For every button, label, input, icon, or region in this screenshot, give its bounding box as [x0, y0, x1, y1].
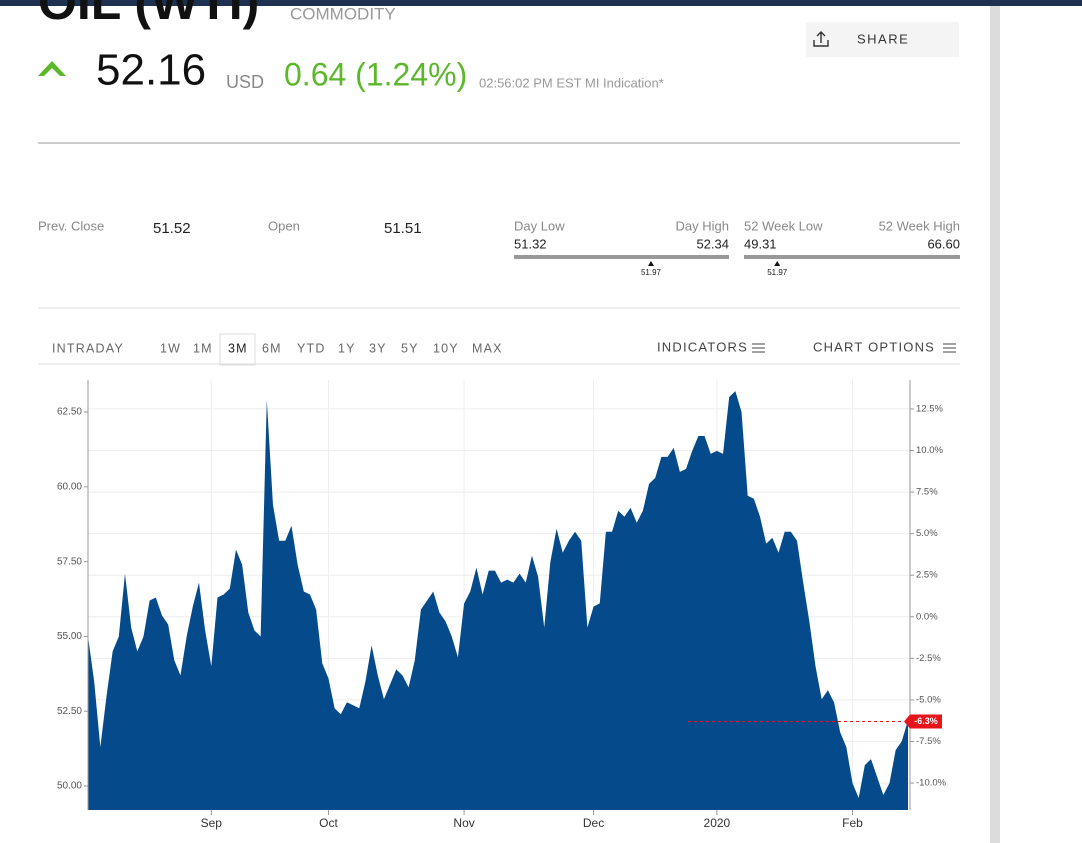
stat-label: Open: [268, 218, 300, 233]
area: [88, 391, 908, 810]
up-arrow: [38, 61, 66, 76]
share-label[interactable]: SHARE: [857, 31, 909, 46]
range-tab[interactable]: 1W: [160, 341, 181, 355]
range-label: Day High: [676, 218, 729, 233]
y-tick-label: 60.00: [57, 481, 82, 492]
subtitle: COMMODITY: [290, 4, 396, 23]
y2-tick-label: 5.0%: [916, 528, 938, 539]
tabs: INTRADAY 1W 1M 3M 6M YTD 1Y 3Y 5Y 10Y MAX: [52, 341, 503, 355]
range-value: 66.60: [927, 236, 960, 251]
y2-tick-label: 2.5%: [916, 570, 938, 581]
range-value: 52.34: [696, 236, 729, 251]
range-tab[interactable]: 1M: [193, 341, 213, 355]
ranges: Day Low Day High 51.32 52.34 51.97 52 Week Lo…: [514, 218, 960, 277]
range-tab[interactable]: 10Y: [433, 341, 459, 355]
range-tab[interactable]: 3M: [228, 341, 248, 355]
y-tick-label: 52.50: [57, 706, 82, 717]
range-tab[interactable]: YTD: [297, 341, 326, 355]
y2-tick-label: 0.0%: [916, 611, 938, 622]
range-current: 51.97: [641, 268, 662, 277]
range-marker: [774, 261, 781, 266]
range-label: Day Low: [514, 218, 565, 233]
y2-tick-label: 7.5%: [916, 487, 938, 498]
share-icon: [813, 31, 829, 47]
range-tab[interactable]: 3Y: [369, 341, 387, 355]
range-tab[interactable]: INTRADAY: [52, 341, 124, 355]
range-bar: [514, 255, 729, 259]
currency: USD: [226, 72, 264, 92]
change: 0.64 (1.24%): [284, 56, 467, 92]
range-tab[interactable]: MAX: [472, 341, 503, 355]
range-value: 51.32: [514, 236, 547, 251]
y-tick-label: 55.00: [57, 631, 82, 642]
current-flag: [904, 714, 942, 729]
x-tick-label: Dec: [583, 816, 604, 830]
selected-tab: [219, 333, 256, 366]
share-button[interactable]: [806, 22, 959, 57]
stat-value: 51.51: [384, 220, 422, 237]
range-bar: [744, 255, 960, 259]
time: 02:56:02 PM EST MI Indication*: [479, 75, 664, 90]
chart: 50.00 52.50 55.00 57.50 60.00 62.50 12.5% 10.0%…: [57, 380, 947, 830]
range-marker: [648, 261, 655, 266]
y-tick-label: 62.50: [57, 407, 82, 418]
stat-label: Prev. Close: [38, 218, 104, 233]
top-bar: [0, 0, 1082, 6]
range-tab[interactable]: 6M: [262, 341, 282, 355]
y-tick-label: 50.00: [57, 781, 82, 792]
y-tick-label: 57.50: [57, 556, 82, 567]
menu-icon: [943, 343, 956, 353]
range-value: 49.31: [744, 236, 777, 251]
x-tick-label: Feb: [842, 816, 863, 830]
title: OIL (WTI): [38, 0, 259, 30]
y2-tick-label: -5.0%: [916, 694, 941, 705]
x-tick-label: Nov: [453, 816, 474, 830]
menu-icon: [752, 343, 765, 353]
range-tab[interactable]: 5Y: [401, 341, 419, 355]
range-label: 52 Week Low: [744, 218, 823, 233]
current-label: -6.3%: [914, 716, 938, 726]
price: 52.16: [96, 46, 206, 95]
chart-options[interactable]: CHART OPTIONS: [813, 339, 935, 354]
y2-tick-label: -2.5%: [916, 653, 941, 664]
x-tick-label: 2020: [704, 816, 731, 830]
indicators[interactable]: INDICATORS: [657, 339, 748, 354]
x-tick-label: Sep: [201, 816, 223, 830]
range-tab[interactable]: 1Y: [338, 341, 356, 355]
y2-tick-label: -10.0%: [916, 778, 947, 789]
y2-tick-label: -7.5%: [916, 736, 941, 747]
x-tick-label: Oct: [319, 816, 338, 830]
stat-value: 51.52: [153, 220, 191, 237]
y2-tick-label: 12.5%: [916, 403, 943, 414]
side-strip: [990, 6, 1000, 843]
range-label: 52 Week High: [879, 218, 960, 233]
range-current: 51.97: [767, 268, 788, 277]
y2-tick-label: 10.0%: [916, 445, 943, 456]
